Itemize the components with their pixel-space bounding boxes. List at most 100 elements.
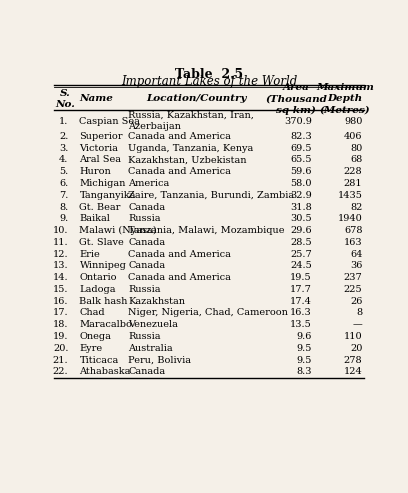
Text: 64: 64 xyxy=(350,249,362,259)
Text: 17.7: 17.7 xyxy=(290,285,312,294)
Text: 406: 406 xyxy=(344,132,362,141)
Text: 16.: 16. xyxy=(53,297,69,306)
Text: S.
No.: S. No. xyxy=(55,89,75,109)
Text: Canada and America: Canada and America xyxy=(129,167,231,176)
Text: 1940: 1940 xyxy=(338,214,362,223)
Text: 69.5: 69.5 xyxy=(290,143,312,153)
Text: 80: 80 xyxy=(350,143,362,153)
Text: 9.5: 9.5 xyxy=(297,344,312,352)
Text: Baikal: Baikal xyxy=(80,214,110,223)
Text: 68: 68 xyxy=(350,155,362,165)
Text: Gt. Slave: Gt. Slave xyxy=(80,238,124,247)
Text: Location/Country: Location/Country xyxy=(146,94,247,104)
Text: Onega: Onega xyxy=(80,332,111,341)
Text: 59.6: 59.6 xyxy=(290,167,312,176)
Text: Canada: Canada xyxy=(129,367,166,376)
Text: 28.5: 28.5 xyxy=(290,238,312,247)
Text: 16.3: 16.3 xyxy=(290,309,312,317)
Text: 13.: 13. xyxy=(53,261,69,270)
Text: 29.6: 29.6 xyxy=(290,226,312,235)
Text: Erie: Erie xyxy=(80,249,100,259)
Text: Canada: Canada xyxy=(129,261,166,270)
Text: 13.5: 13.5 xyxy=(290,320,312,329)
Text: Canada and America: Canada and America xyxy=(129,273,231,282)
Text: 15.: 15. xyxy=(53,285,69,294)
Text: Eyre: Eyre xyxy=(80,344,102,352)
Text: 26: 26 xyxy=(350,297,362,306)
Text: 9.5: 9.5 xyxy=(297,355,312,364)
Text: Ontario: Ontario xyxy=(80,273,117,282)
Text: Table  2.5: Table 2.5 xyxy=(175,68,243,81)
Text: Russia: Russia xyxy=(129,214,161,223)
Text: 278: 278 xyxy=(344,355,362,364)
Text: Gt. Bear: Gt. Bear xyxy=(80,203,121,211)
Text: Malawi (Nyasa): Malawi (Nyasa) xyxy=(80,226,157,235)
Text: Huron: Huron xyxy=(80,167,111,176)
Text: Maximum
Depth
(Metres): Maximum Depth (Metres) xyxy=(316,83,374,114)
Text: Athabaska: Athabaska xyxy=(80,367,131,376)
Text: 163: 163 xyxy=(344,238,362,247)
Text: 21.: 21. xyxy=(53,355,69,364)
Text: 9.: 9. xyxy=(59,214,69,223)
Text: Venezuela: Venezuela xyxy=(129,320,178,329)
Text: 2.: 2. xyxy=(59,132,69,141)
Text: Australia: Australia xyxy=(129,344,173,352)
Text: Peru, Bolivia: Peru, Bolivia xyxy=(129,355,191,364)
Text: Name: Name xyxy=(80,94,113,104)
Text: Victoria: Victoria xyxy=(80,143,118,153)
Text: 5.: 5. xyxy=(59,167,69,176)
Text: Important Lakes of the World: Important Lakes of the World xyxy=(121,75,297,88)
Text: 30.5: 30.5 xyxy=(290,214,312,223)
Text: 18.: 18. xyxy=(53,320,69,329)
Text: 6.: 6. xyxy=(59,179,69,188)
Text: Titicaca: Titicaca xyxy=(80,355,119,364)
Text: Zaire, Tanzania, Burundi, Zambia: Zaire, Tanzania, Burundi, Zambia xyxy=(129,191,295,200)
Text: 82: 82 xyxy=(350,203,362,211)
Text: Chad: Chad xyxy=(80,309,105,317)
Text: 281: 281 xyxy=(344,179,362,188)
Text: 20.: 20. xyxy=(53,344,69,352)
Text: Russia: Russia xyxy=(129,285,161,294)
Text: Uganda, Tanzania, Kenya: Uganda, Tanzania, Kenya xyxy=(129,143,254,153)
Text: 7.: 7. xyxy=(59,191,69,200)
Text: 32.9: 32.9 xyxy=(290,191,312,200)
Text: Canada and America: Canada and America xyxy=(129,132,231,141)
Text: 36: 36 xyxy=(350,261,362,270)
Text: 8.: 8. xyxy=(59,203,69,211)
Text: Winnipeg: Winnipeg xyxy=(80,261,126,270)
Text: 980: 980 xyxy=(344,116,362,126)
Text: 124: 124 xyxy=(344,367,362,376)
Text: Kazakhstan: Kazakhstan xyxy=(129,297,186,306)
Text: Russia, Kazakhstan, Iran,
Azerbaijan: Russia, Kazakhstan, Iran, Azerbaijan xyxy=(129,111,254,131)
Text: Balk hash: Balk hash xyxy=(80,297,128,306)
Text: Canada: Canada xyxy=(129,203,166,211)
Text: 24.5: 24.5 xyxy=(290,261,312,270)
Text: 237: 237 xyxy=(344,273,362,282)
Text: 1435: 1435 xyxy=(337,191,362,200)
Text: 25.7: 25.7 xyxy=(290,249,312,259)
Text: 19.: 19. xyxy=(53,332,69,341)
Text: Russia: Russia xyxy=(129,332,161,341)
Text: 370.9: 370.9 xyxy=(284,116,312,126)
Text: 82.3: 82.3 xyxy=(290,132,312,141)
Text: 3.: 3. xyxy=(59,143,69,153)
Text: 58.0: 58.0 xyxy=(290,179,312,188)
Text: 65.5: 65.5 xyxy=(290,155,312,165)
Text: Canada and America: Canada and America xyxy=(129,249,231,259)
Text: Maracalbo: Maracalbo xyxy=(80,320,132,329)
Text: Michigan: Michigan xyxy=(80,179,126,188)
Text: 17.: 17. xyxy=(53,309,69,317)
Text: Caspian Sea: Caspian Sea xyxy=(80,116,140,126)
Text: Tanganyika: Tanganyika xyxy=(80,191,136,200)
Text: 12.: 12. xyxy=(53,249,69,259)
Text: 110: 110 xyxy=(344,332,362,341)
Text: 11.: 11. xyxy=(53,238,69,247)
Text: 678: 678 xyxy=(344,226,362,235)
Text: Aral Sea: Aral Sea xyxy=(80,155,122,165)
Text: 17.4: 17.4 xyxy=(290,297,312,306)
Text: Tanzania, Malawi, Mozambique: Tanzania, Malawi, Mozambique xyxy=(129,226,285,235)
Text: Canada: Canada xyxy=(129,238,166,247)
Text: 4.: 4. xyxy=(59,155,69,165)
Text: 20: 20 xyxy=(350,344,362,352)
Text: 14.: 14. xyxy=(53,273,69,282)
